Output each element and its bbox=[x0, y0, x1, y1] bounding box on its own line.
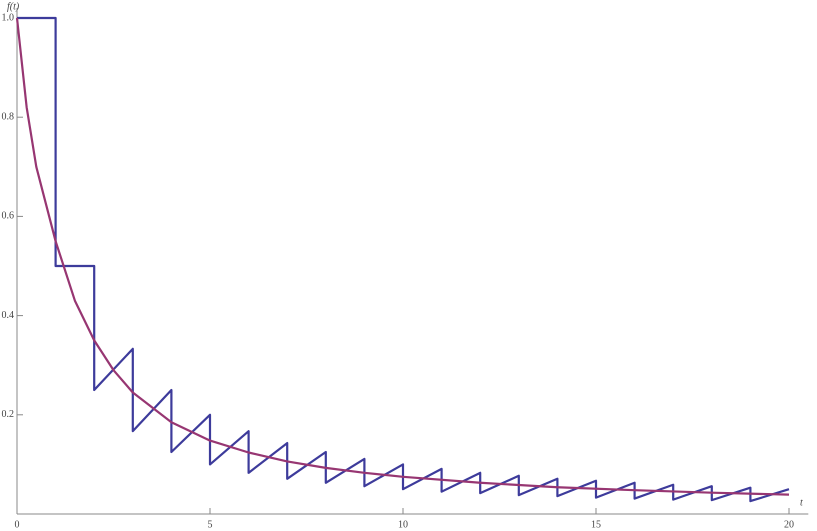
x-tick-label: 15 bbox=[591, 519, 601, 530]
x-tick-label: 5 bbox=[208, 519, 213, 530]
series-line bbox=[17, 16, 790, 503]
y-tick-label: 0.6 bbox=[2, 211, 15, 222]
y-tick-label: 0.2 bbox=[2, 409, 15, 420]
y-tick-label: 1.0 bbox=[2, 12, 15, 23]
series-line bbox=[15, 17, 790, 496]
x-tick-label: 10 bbox=[398, 519, 408, 530]
y-axis-label: f(t) bbox=[7, 1, 20, 12]
x-tick-label: 20 bbox=[784, 519, 794, 530]
x-tick-label: 0 bbox=[15, 519, 20, 530]
y-tick-label: 0.8 bbox=[2, 111, 15, 122]
x-axis-label: t bbox=[800, 497, 803, 508]
y-tick-label: 0.4 bbox=[2, 310, 15, 321]
